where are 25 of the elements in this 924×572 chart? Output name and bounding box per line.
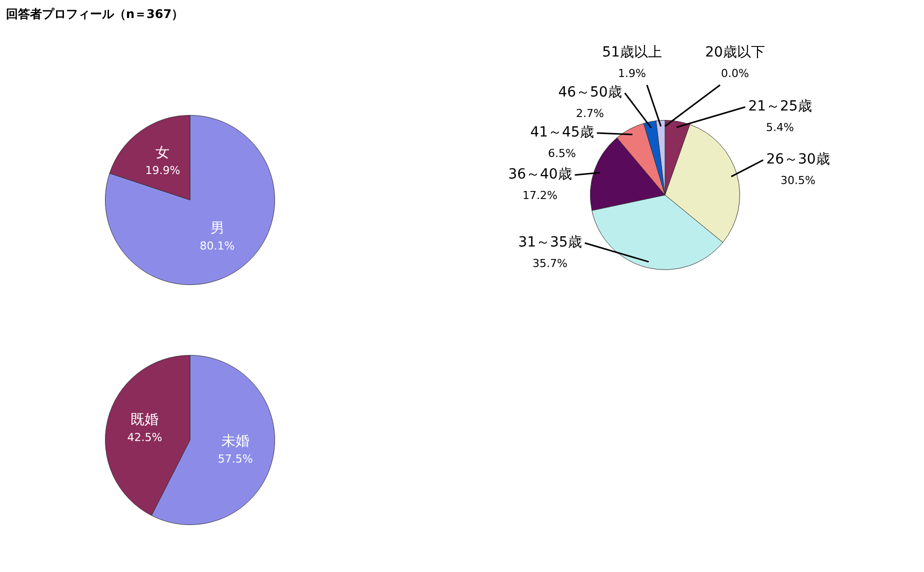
data-label: 19.9%	[145, 164, 180, 178]
data-label: 30.5%	[780, 174, 816, 187]
slice-label: 未婚	[221, 434, 250, 450]
data-label: 57.5%	[218, 452, 253, 466]
text: 0.0%	[721, 66, 749, 80]
slice-label: 女	[156, 144, 170, 161]
data-label: 35.7%	[532, 256, 568, 270]
data-label: 17.2%	[522, 188, 558, 202]
slice-label: 既婚	[130, 412, 159, 428]
data-label: 5.4%	[766, 120, 794, 134]
category-label: 20歳以下	[705, 44, 765, 61]
data-label: 6.5%	[548, 146, 576, 160]
slice-label: 男	[210, 220, 224, 236]
slice-label: 46～50歳	[558, 84, 622, 101]
data-label: 42.5%	[127, 430, 162, 444]
slice-label: 31～35歳	[518, 234, 582, 251]
slice-label: 41～45歳	[530, 124, 594, 141]
data-label: 2.7%	[576, 106, 604, 120]
chart-title: 回答者プロフィール（n＝367）	[6, 6, 184, 23]
data-label: 1.9%	[618, 66, 646, 80]
slice-label: 21～25歳	[748, 98, 812, 115]
data-label: 80.1%	[200, 240, 235, 253]
slice-label: 26～30歳	[766, 152, 830, 168]
slice-label: 51歳以上	[602, 44, 662, 61]
slice-label: 36～40歳	[508, 166, 572, 183]
